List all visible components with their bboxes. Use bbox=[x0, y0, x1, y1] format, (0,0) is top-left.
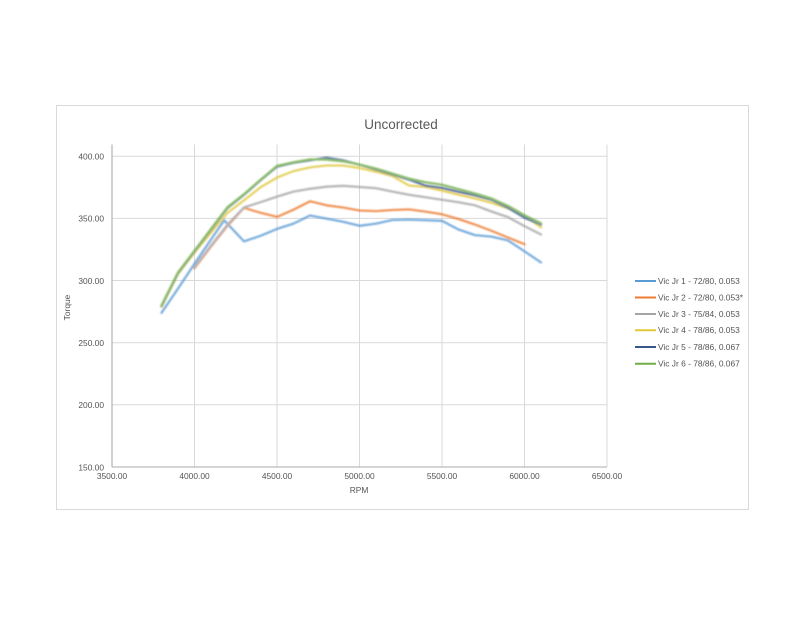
svg-text:300.00: 300.00 bbox=[78, 276, 104, 286]
svg-text:5500.00: 5500.00 bbox=[427, 471, 458, 481]
svg-text:Vic Jr 4 - 78/86, 0.053: Vic Jr 4 - 78/86, 0.053 bbox=[658, 325, 740, 335]
svg-text:Torque: Torque bbox=[62, 294, 72, 320]
svg-text:6000.00: 6000.00 bbox=[509, 471, 540, 481]
svg-text:Vic Jr 1 - 72/80, 0.053: Vic Jr 1 - 72/80, 0.053 bbox=[658, 276, 740, 286]
svg-text:6500.00: 6500.00 bbox=[592, 471, 623, 481]
svg-text:Vic Jr 2 - 72/80, 0.053*: Vic Jr 2 - 72/80, 0.053* bbox=[658, 292, 744, 302]
svg-text:Vic Jr 5 - 78/86, 0.067: Vic Jr 5 - 78/86, 0.067 bbox=[658, 342, 740, 352]
svg-text:RPM: RPM bbox=[350, 485, 369, 495]
svg-text:400.00: 400.00 bbox=[78, 152, 104, 162]
svg-text:5000.00: 5000.00 bbox=[344, 471, 375, 481]
svg-text:200.00: 200.00 bbox=[78, 400, 104, 410]
svg-text:Vic Jr 3 - 75/84, 0.053: Vic Jr 3 - 75/84, 0.053 bbox=[658, 309, 740, 319]
svg-text:250.00: 250.00 bbox=[78, 338, 104, 348]
svg-text:350.00: 350.00 bbox=[78, 214, 104, 224]
svg-text:4500.00: 4500.00 bbox=[262, 471, 293, 481]
svg-text:150.00: 150.00 bbox=[78, 462, 104, 472]
svg-text:4000.00: 4000.00 bbox=[179, 471, 210, 481]
svg-text:Uncorrected: Uncorrected bbox=[364, 117, 438, 132]
svg-text:3500.00: 3500.00 bbox=[97, 471, 128, 481]
svg-text:Vic Jr 6 - 78/86, 0.067: Vic Jr 6 - 78/86, 0.067 bbox=[658, 359, 740, 369]
